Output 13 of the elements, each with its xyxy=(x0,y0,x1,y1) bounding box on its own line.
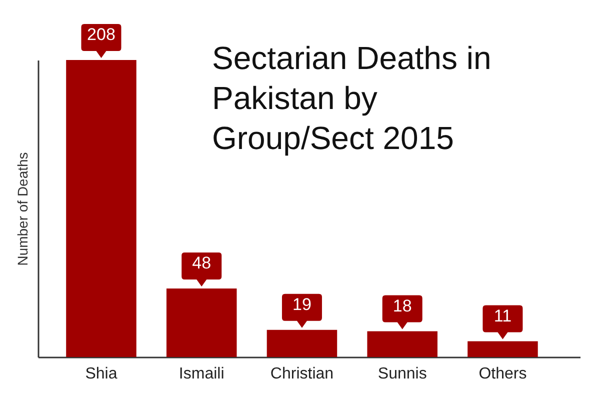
data-label: 48 xyxy=(192,253,212,272)
x-tick-label: Ismaili xyxy=(178,366,224,382)
x-tick-label: Shia xyxy=(85,366,118,382)
data-label: 19 xyxy=(292,294,312,314)
data-label: 208 xyxy=(87,25,116,44)
data-label: 18 xyxy=(392,296,412,316)
bar xyxy=(66,60,136,357)
x-tick-label: Others xyxy=(478,366,527,382)
text: Sectarian Deaths in Pakistan by Group/Sect 2015 xyxy=(212,40,492,156)
x-tick-label: Sunnis xyxy=(378,366,427,382)
data-label: 11 xyxy=(494,306,512,326)
x-tick-label: Christian xyxy=(270,366,334,382)
y-axis-title: Number of Deaths xyxy=(14,152,30,266)
